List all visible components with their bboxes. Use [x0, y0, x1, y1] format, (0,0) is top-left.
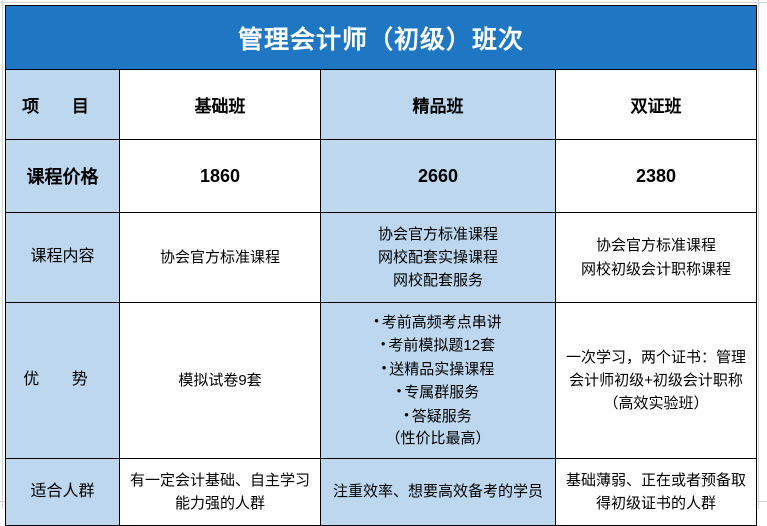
audience-dual-line: 得初级证书的人群 — [596, 495, 717, 512]
bullet-label: 送精品实操课程 — [389, 360, 495, 378]
advantage-dual: 一次学习，两个证书：管理 会计师初级+初级会计职称 （高效实验班） — [554, 302, 758, 459]
advantage-prime: • 考前高频考点串讲 • 考前模拟题12套 • 送精品实操课程 • 专属群服务 • 答疑服… — [320, 302, 556, 459]
banner-title: 管理会计师（初级）班次 — [4, 5, 758, 70]
audience-prime-line: 注重效率、想要高效备考的学员 — [332, 483, 543, 501]
content-dual-line: 协会官方标准课程 — [596, 237, 717, 255]
content-dual: 协会官方标准课程 网校初级会计职称课程 — [554, 212, 758, 303]
content-dual-lines: 协会官方标准课程 网校初级会计职称课程 — [562, 234, 750, 281]
audience-prime: 注重效率、想要高效备考的学员 — [320, 458, 556, 526]
advantage-basic: 模拟试卷9套 — [119, 302, 321, 459]
table-row-content: 课程内容 协会官方标准课程 协会官方标准课程 网校配套实操课程 网校配套服务 协… — [5, 212, 758, 303]
grid-line-left — [2, 0, 3, 509]
table-row-advantage: 优 势 模拟试卷9套 • 考前高频考点串讲 • 考前模拟题12套 • 送精品实操课程 — [5, 302, 758, 459]
row-label-advantage: 优 势 — [5, 302, 120, 459]
advantage-dual-lines: 一次学习，两个证书：管理 会计师初级+初级会计职称 （高效实验班） — [562, 346, 750, 416]
content-prime-lines: 协会官方标准课程 网校配套实操课程 网校配套服务 — [327, 223, 549, 293]
column-header-prime: 精品班 — [320, 69, 556, 140]
advantage-basic-lines: 模拟试卷9套 — [126, 369, 314, 392]
audience-basic-lines: 有一定会计基础、自主学习 能力强的人群 — [126, 469, 314, 516]
audience-dual: 基础薄弱、正在或者预备取 得初级证书的人群 — [554, 458, 758, 526]
bullet-item: • 送精品实操课程 — [374, 358, 502, 382]
bullet-dot-icon: • — [381, 359, 387, 375]
audience-dual-line: 基础薄弱、正在或者预备取 — [566, 471, 747, 489]
row-label-price: 课程价格 — [5, 139, 120, 213]
grid-line-right — [758, 0, 759, 509]
bullet-item: • 考前高频考点串讲 — [374, 311, 502, 335]
bullet-item: • 专属群服务 — [374, 381, 502, 405]
column-header-dual: 双证班 — [554, 69, 758, 140]
column-header-item: 项 目 — [5, 69, 120, 140]
bullet-dot-icon: • — [380, 336, 386, 351]
price-dual: 2380 — [554, 139, 758, 213]
row-label-audience: 适合人群 — [5, 458, 120, 526]
content-dual-line: 网校初级会计职称课程 — [581, 260, 732, 278]
audience-prime-lines: 注重效率、想要高效备考的学员 — [327, 480, 549, 503]
advantage-prime-bullet-list: • 考前高频考点串讲 • 考前模拟题12套 • 送精品实操课程 • 专属群服务 • 答疑服… — [374, 311, 502, 451]
audience-basic-line: 能力强的人群 — [174, 495, 265, 512]
bullet-dot-icon: • — [374, 312, 379, 328]
bullet-label: 专属群服务 — [404, 384, 480, 401]
bullet-dot-icon: • — [404, 406, 409, 422]
advantage-dual-line: 会计师初级+初级会计职称 — [569, 371, 743, 389]
row-label-content: 课程内容 — [5, 212, 120, 303]
advantage-prime-note: （性价比最高） — [385, 430, 491, 447]
price-basic: 1860 — [119, 139, 321, 213]
price-prime: 2660 — [320, 139, 556, 213]
table-row-audience: 适合人群 有一定会计基础、自主学习 能力强的人群 注重效率、想要高效备考的学员 … — [5, 458, 758, 526]
bullet-label: 答疑服务 — [411, 407, 472, 425]
content-prime: 协会官方标准课程 网校配套实操课程 网校配套服务 — [320, 212, 556, 303]
table-row-price: 课程价格 1860 2660 2380 — [5, 139, 758, 213]
bullet-label: 考前高频考点串讲 — [381, 313, 502, 331]
table-header-row: 项 目 基础班 精品班 双证班 — [5, 69, 758, 140]
bullet-item: • 答疑服务 — [374, 405, 502, 429]
advantage-dual-line: （高效实验班） — [603, 395, 709, 413]
grid-line-top — [0, 2, 767, 3]
content-prime-line: 网校配套服务 — [392, 272, 483, 290]
content-prime-line: 协会官方标准课程 — [377, 225, 498, 243]
column-header-basic: 基础班 — [119, 69, 321, 140]
price-table-container: 管理会计师（初级）班次 项 目 基础班 精品班 双证班 课程价格 1860 26… — [4, 5, 758, 526]
bullet-dot-icon: • — [396, 383, 402, 398]
advantage-basic-line: 模拟试卷9套 — [178, 371, 262, 389]
content-prime-line: 网校配套实操课程 — [377, 248, 498, 266]
bullet-item: • 考前模拟题12套 — [374, 334, 502, 358]
course-price-table: 管理会计师（初级）班次 项 目 基础班 精品班 双证班 课程价格 1860 26… — [4, 5, 758, 526]
audience-dual-lines: 基础薄弱、正在或者预备取 得初级证书的人群 — [562, 469, 750, 516]
content-basic-lines: 协会官方标准课程 — [126, 246, 314, 269]
audience-basic-line: 有一定会计基础、自主学习 — [129, 471, 310, 489]
content-basic: 协会官方标准课程 — [119, 212, 321, 303]
audience-basic: 有一定会计基础、自主学习 能力强的人群 — [119, 458, 321, 526]
advantage-dual-line: 一次学习，两个证书：管理 — [566, 348, 747, 366]
bullet-label: 考前模拟题12套 — [388, 337, 496, 354]
table-title-row: 管理会计师（初级）班次 — [4, 5, 758, 70]
content-basic-line: 协会官方标准课程 — [159, 248, 280, 266]
